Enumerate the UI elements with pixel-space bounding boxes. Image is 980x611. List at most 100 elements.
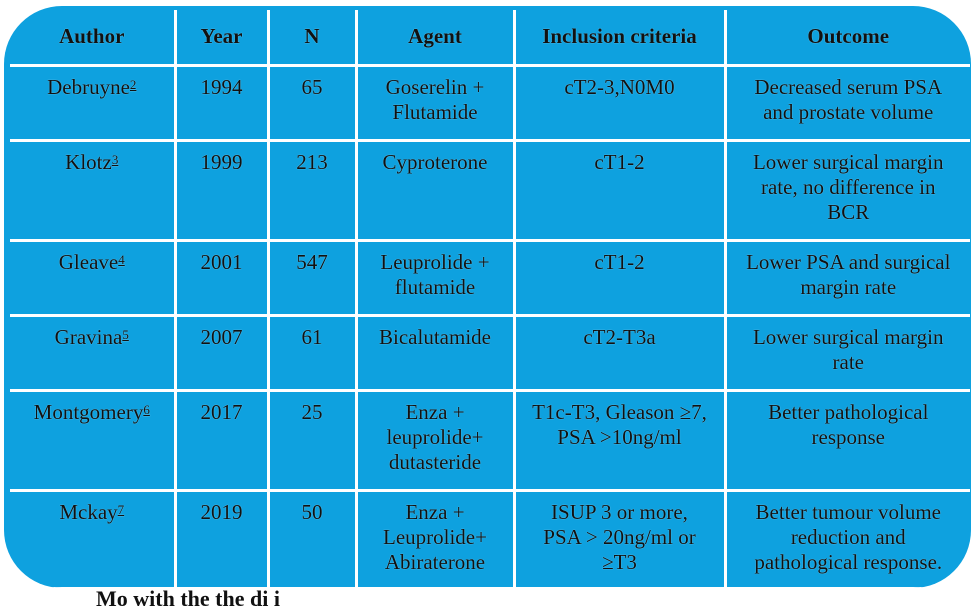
cell-author: Mckay7 bbox=[10, 489, 177, 588]
header-n: N bbox=[266, 10, 358, 67]
cell-line: Cyproterone bbox=[382, 150, 488, 174]
cell-n: 213 bbox=[266, 139, 358, 242]
cell-line: response bbox=[811, 425, 885, 449]
cell-line: Goserelin + bbox=[385, 75, 485, 99]
cell-inclusion-criteria: cT1-2 bbox=[512, 239, 727, 317]
cell-line: reduction and bbox=[790, 525, 906, 549]
cell-line: rate, no difference in bbox=[760, 175, 936, 199]
trials-table: Author Year N Agent Inclusion criteria O… bbox=[10, 10, 970, 588]
cell-inclusion-criteria: cT1-2 bbox=[512, 139, 727, 242]
cell-n: 50 bbox=[266, 489, 358, 588]
cell-line: T1c-T3, Gleason ≥7, bbox=[532, 400, 707, 424]
cell-author: Debruyne2 bbox=[10, 64, 177, 142]
cell-line: dutasteride bbox=[388, 450, 482, 474]
cell-year: 1994 bbox=[173, 64, 270, 142]
cell-outcome: Decreased serum PSA and prostate volume bbox=[723, 64, 970, 142]
author-name: Gravina bbox=[54, 325, 123, 349]
author-name: Debruyne bbox=[47, 75, 130, 99]
reference-number[interactable]: 4 bbox=[118, 252, 125, 267]
cell-outcome: Lower surgical margin rate bbox=[723, 314, 970, 392]
cell-line: Lower surgical margin bbox=[752, 150, 944, 174]
cell-author: Gravina5 bbox=[10, 314, 177, 392]
cell-author: Gleave4 bbox=[10, 239, 177, 317]
header-agent: Agent bbox=[354, 10, 516, 67]
cell-agent: Enza + leuprolide+ dutasteride bbox=[354, 389, 516, 492]
cell-line: Bicalutamide bbox=[379, 325, 491, 349]
cell-n: 547 bbox=[266, 239, 358, 317]
cell-line: margin rate bbox=[800, 275, 897, 299]
cell-line: pathological response. bbox=[754, 550, 943, 574]
cell-line: Lower surgical margin bbox=[752, 325, 944, 349]
cell-line: Leuprolide+ bbox=[383, 525, 487, 549]
cell-line: Flutamide bbox=[392, 100, 478, 124]
cell-inclusion-criteria: cT2-3,N0M0 bbox=[512, 64, 727, 142]
table-row: Debruyne2 1994 65 Goserelin + Flutamide cT2-3… bbox=[10, 64, 970, 142]
cell-n: 65 bbox=[266, 64, 358, 142]
cell-author: Klotz3 bbox=[10, 139, 177, 242]
cell-inclusion-criteria: cT2-T3a bbox=[512, 314, 727, 392]
table-row: Gleave4 2001 547 Leuprolide + flutamide cT1-2… bbox=[10, 239, 970, 317]
cell-line: flutamide bbox=[394, 275, 476, 299]
table-row: Mckay7 2019 50 Enza + Leuprolide+ Abiraterone… bbox=[10, 489, 970, 588]
cell-line: and prostate volume bbox=[763, 100, 934, 124]
cell-agent: Bicalutamide bbox=[354, 314, 516, 392]
cell-line: Leuprolide + bbox=[380, 250, 490, 274]
author-name: Montgomery bbox=[33, 400, 144, 424]
table-row: Gravina5 2007 61 Bicalutamide cT2-T3a Lower s… bbox=[10, 314, 970, 392]
header-outcome: Outcome bbox=[723, 10, 970, 67]
cell-line: PSA >10ng/ml bbox=[557, 425, 682, 449]
cell-line: ISUP 3 or more, bbox=[551, 500, 688, 524]
cell-n: 25 bbox=[266, 389, 358, 492]
reference-number[interactable]: 7 bbox=[117, 502, 125, 517]
cell-inclusion-criteria: ISUP 3 or more, PSA > 20ng/ml or ≥T3 bbox=[512, 489, 727, 588]
cell-line: rate bbox=[832, 350, 864, 374]
cell-line: BCR bbox=[827, 200, 870, 224]
table-body: Debruyne2 1994 65 Goserelin + Flutamide cT2-3… bbox=[10, 64, 970, 588]
cell-line: PSA > 20ng/ml or bbox=[543, 525, 696, 549]
table-frame: Author Year N Agent Inclusion criteria O… bbox=[4, 6, 971, 588]
cell-author: Montgomery6 bbox=[10, 389, 177, 492]
cell-agent: Leuprolide + flutamide bbox=[354, 239, 516, 317]
author-name: Gleave bbox=[58, 250, 119, 274]
cell-agent: Goserelin + Flutamide bbox=[354, 64, 516, 142]
cell-line: cT1-2 bbox=[594, 150, 645, 174]
cell-n: 61 bbox=[266, 314, 358, 392]
cell-outcome: Better tumour volume reduction and patholo… bbox=[723, 489, 970, 588]
cell-agent: Enza + Leuprolide+ Abiraterone bbox=[354, 489, 516, 588]
cell-line: Enza + bbox=[405, 400, 465, 424]
cell-line: cT1-2 bbox=[594, 250, 645, 274]
cell-line: cT2-3,N0M0 bbox=[564, 75, 675, 99]
cell-line: Enza + bbox=[405, 500, 465, 524]
author-name: Klotz bbox=[65, 150, 112, 174]
reference-number[interactable]: 6 bbox=[143, 402, 150, 417]
cell-line: Lower PSA and surgical bbox=[746, 250, 951, 274]
cell-agent: Cyproterone bbox=[354, 139, 516, 242]
cell-year: 1999 bbox=[173, 139, 270, 242]
reference-number[interactable]: 3 bbox=[111, 152, 119, 167]
cell-outcome: Lower surgical margin rate, no difference… bbox=[723, 139, 970, 242]
cell-line: ≥T3 bbox=[602, 550, 637, 574]
table-row: Montgomery6 2017 25 Enza + leuprolide+ dutast… bbox=[10, 389, 970, 492]
reference-number[interactable]: 2 bbox=[129, 77, 137, 92]
header-inclusion-criteria: Inclusion criteria bbox=[512, 10, 727, 67]
reference-number[interactable]: 5 bbox=[122, 327, 129, 342]
header-row: Author Year N Agent Inclusion criteria O… bbox=[10, 10, 970, 67]
cell-year: 2001 bbox=[173, 239, 270, 317]
cell-line: cT2-T3a bbox=[583, 325, 656, 349]
cell-line: Better pathological bbox=[768, 400, 929, 424]
cell-outcome: Lower PSA and surgical margin rate bbox=[723, 239, 970, 317]
cell-year: 2007 bbox=[173, 314, 270, 392]
cell-line: Better tumour volume bbox=[755, 500, 941, 524]
footer-text: Mo with the the di i bbox=[96, 586, 280, 611]
cell-year: 2017 bbox=[173, 389, 270, 492]
header-year: Year bbox=[173, 10, 270, 67]
table-row: Klotz3 1999 213 Cyproterone cT1-2 Lower surgi… bbox=[10, 139, 970, 242]
cell-line: Abiraterone bbox=[384, 550, 486, 574]
cell-line: leuprolide+ bbox=[386, 425, 484, 449]
cell-year: 2019 bbox=[173, 489, 270, 588]
author-name: Mckay bbox=[59, 500, 118, 524]
cell-line: Decreased serum PSA bbox=[754, 75, 943, 99]
cell-outcome: Better pathological response bbox=[723, 389, 970, 492]
header-author: Author bbox=[10, 10, 177, 67]
cell-inclusion-criteria: T1c-T3, Gleason ≥7, PSA >10ng/ml bbox=[512, 389, 727, 492]
